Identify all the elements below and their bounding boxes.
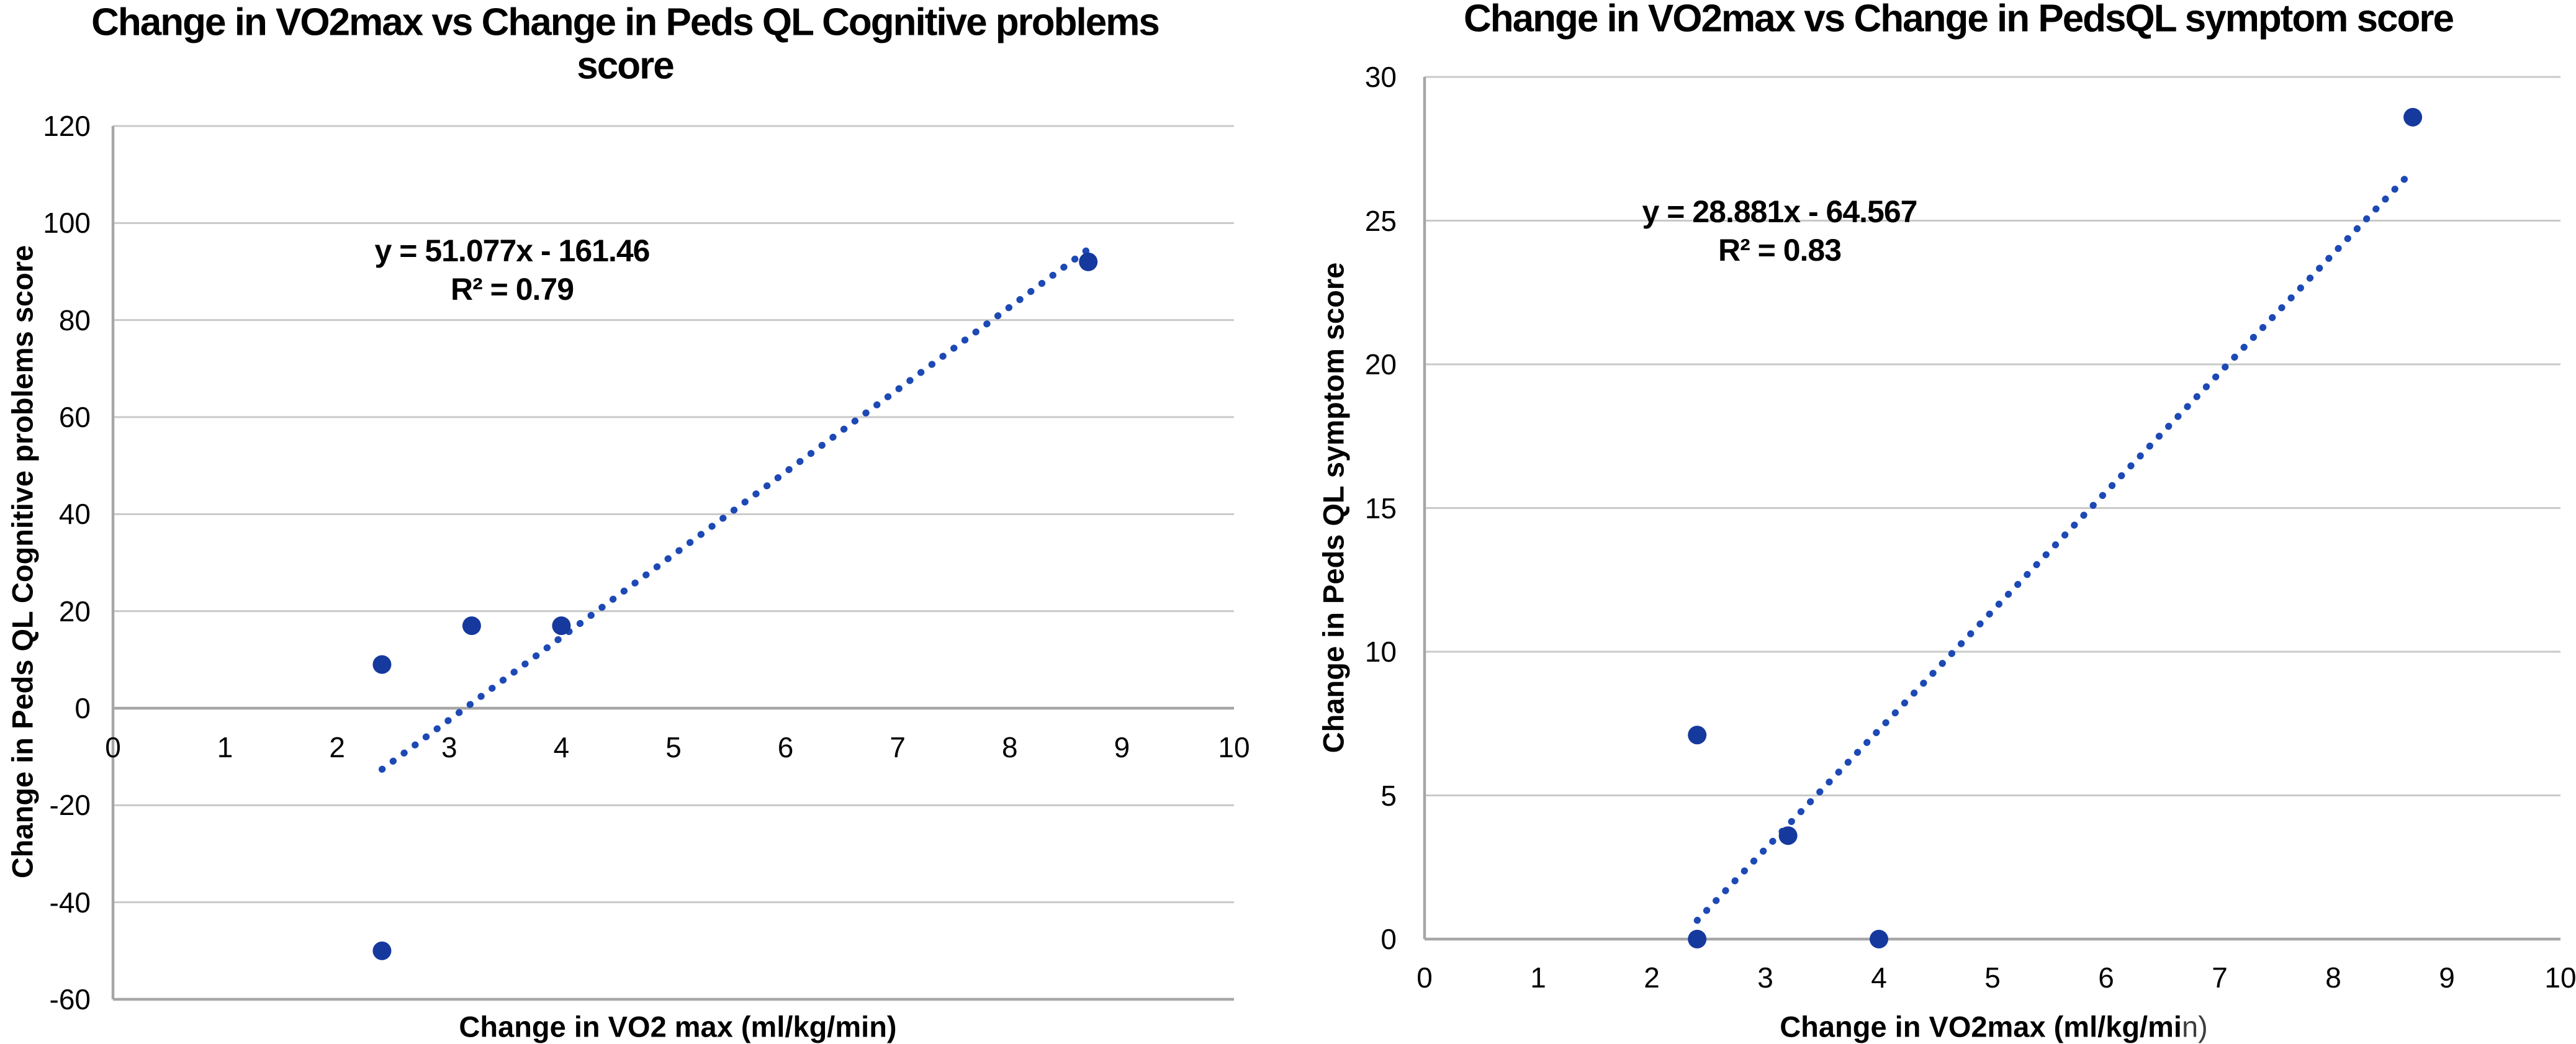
x-tick-label: 3	[1757, 961, 1773, 994]
x-axis-title-text: Change in VO2 max (ml/kg/min)	[459, 1010, 897, 1043]
x-tick-label: 1	[1530, 961, 1546, 994]
trendline-equation-label: y = 51.077x - 161.46	[374, 233, 651, 268]
data-point	[2403, 107, 2423, 127]
data-point	[552, 616, 571, 636]
data-point	[372, 655, 392, 674]
x-tick-label: 9	[2439, 961, 2455, 994]
y-tick-label: 100	[43, 207, 91, 240]
data-point	[1870, 930, 1888, 948]
y-tick-label: -20	[49, 789, 91, 822]
x-tick-label: 9	[1114, 731, 1130, 763]
chart-title: Change in VO2max vs Change in Peds QL Co…	[91, 1, 1160, 44]
x-tick-label: 7	[2212, 961, 2228, 994]
r-squared-label: R² = 0.79	[450, 272, 574, 307]
y-tick-label: 15	[1364, 492, 1397, 524]
x-tick-label: 10	[2544, 961, 2576, 994]
data-point	[1688, 930, 1707, 948]
x-tick-label: 1	[217, 731, 233, 763]
x-tick-label: 8	[2325, 961, 2341, 994]
y-tick-label: -40	[49, 886, 91, 919]
x-tick-label: 6	[777, 731, 794, 763]
y-tick-label: 40	[58, 498, 91, 531]
x-tick-label: 7	[889, 731, 906, 763]
x-tick-label: 3	[441, 731, 457, 763]
x-tick-label: 0	[105, 731, 121, 763]
x-tick-label: 4	[553, 731, 570, 763]
y-tick-label: 30	[1364, 61, 1397, 93]
x-tick-label: 10	[1218, 731, 1250, 763]
x-axis-title: Change in VO2 max (ml/kg/min)	[459, 1010, 896, 1044]
y-tick-label: 80	[58, 304, 91, 336]
trendline	[378, 246, 1092, 773]
y-tick-label: 0	[1380, 923, 1397, 955]
x-tick-label: 5	[665, 731, 682, 763]
y-tick-label: 20	[1364, 348, 1397, 380]
x-tick-label: 8	[1002, 731, 1018, 763]
y-tick-label: 5	[1380, 779, 1397, 812]
chart-title: Change in VO2max vs Change in PedsQL sym…	[1463, 0, 2454, 40]
y-tick-label: 0	[74, 692, 91, 724]
y-tick-label: 10	[1364, 636, 1397, 668]
x-tick-label: 5	[1984, 961, 2001, 994]
data-point	[1688, 726, 1707, 745]
x-tick-label: 6	[2098, 961, 2114, 994]
chart-title: score	[577, 44, 674, 88]
x-axis-title-suffix: n)	[2181, 1010, 2208, 1043]
x-axis-title: Change in VO2max (ml/kg/min)	[1780, 1010, 2208, 1044]
y-tick-label: -60	[49, 983, 91, 1015]
r-squared-label: R² = 0.83	[1718, 233, 1842, 268]
x-tick-label: 0	[1416, 961, 1433, 994]
data-point	[372, 941, 392, 960]
y-tick-label: 60	[58, 401, 91, 433]
y-axis-title: Change in Peds QL symptom score	[1317, 262, 1350, 754]
x-tick-label: 2	[329, 731, 345, 763]
y-tick-label: 20	[58, 595, 91, 628]
y-tick-label: 25	[1364, 204, 1397, 237]
x-tick-label: 2	[1644, 961, 1660, 994]
data-point	[1079, 252, 1098, 271]
x-tick-label: 4	[1871, 961, 1887, 994]
trendline	[1693, 166, 2416, 924]
y-axis-title: Change in Peds QL Cognitive problems sco…	[6, 245, 39, 879]
y-tick-label: 120	[43, 110, 91, 142]
trendline-equation-label: y = 28.881x - 64.567	[1642, 194, 1918, 229]
data-point	[462, 616, 481, 636]
data-point	[1778, 826, 1798, 845]
x-axis-title-text: Change in VO2max (ml/kg/mi	[1780, 1010, 2182, 1043]
